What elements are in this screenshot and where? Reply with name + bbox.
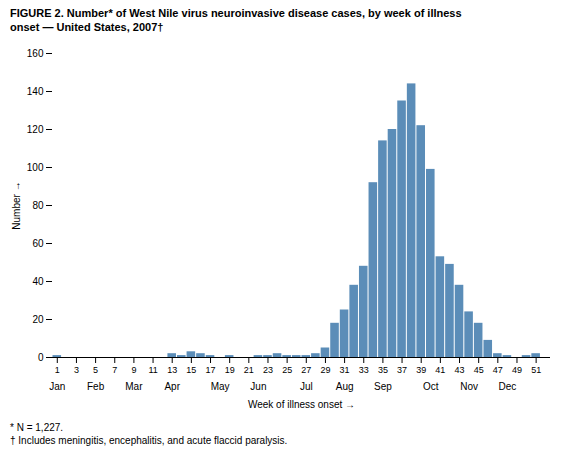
svg-text:29: 29: [320, 364, 330, 374]
svg-text:19: 19: [225, 364, 235, 374]
svg-text:Dec: Dec: [499, 380, 517, 391]
svg-text:7: 7: [112, 364, 117, 374]
svg-text:Jul: Jul: [300, 380, 313, 391]
svg-text:40: 40: [32, 275, 44, 286]
svg-text:45: 45: [474, 364, 484, 374]
svg-text:1: 1: [55, 364, 60, 374]
svg-text:80: 80: [32, 199, 44, 210]
svg-text:41: 41: [435, 364, 445, 374]
svg-text:160: 160: [27, 47, 44, 58]
svg-text:20: 20: [32, 313, 44, 324]
svg-text:Oct: Oct: [423, 380, 439, 391]
svg-text:140: 140: [27, 85, 44, 96]
svg-text:17: 17: [206, 364, 216, 374]
svg-text:39: 39: [416, 364, 426, 374]
svg-text:Feb: Feb: [87, 380, 105, 391]
html-text:* N = 1,227.: * N = 1,227.: [10, 421, 64, 433]
svg-text:Aug: Aug: [336, 380, 354, 391]
svg-text:21: 21: [244, 364, 254, 374]
svg-text:49: 49: [512, 364, 522, 374]
svg-text:5: 5: [93, 364, 98, 374]
svg-text:3: 3: [74, 364, 79, 374]
svg-text:9: 9: [131, 364, 136, 374]
html-text:FIGURE 2. Number* of West Nile: FIGURE 2. Number* of West Nile virus neu…: [10, 7, 462, 34]
html-text:† Includes meningitis, encepha: † Includes meningitis, encephalitis, and…: [10, 435, 288, 447]
svg-text:13: 13: [167, 364, 177, 374]
svg-text:Jan: Jan: [49, 380, 65, 391]
svg-text:33: 33: [359, 364, 369, 374]
svg-text:Number →: Number →: [11, 181, 22, 229]
svg-text:27: 27: [301, 364, 311, 374]
svg-text:37: 37: [397, 364, 407, 374]
svg-text:25: 25: [282, 364, 292, 374]
svg-text:Mar: Mar: [125, 380, 143, 391]
svg-text:31: 31: [340, 364, 350, 374]
svg-text:0: 0: [38, 351, 44, 362]
svg-text:May: May: [211, 380, 230, 391]
svg-text:47: 47: [493, 364, 503, 374]
svg-text:11: 11: [148, 364, 157, 374]
svg-text:Sep: Sep: [374, 380, 392, 391]
svg-text:43: 43: [455, 364, 465, 374]
svg-text:Apr: Apr: [164, 380, 180, 391]
svg-text:51: 51: [531, 364, 541, 374]
svg-text:100: 100: [27, 161, 44, 172]
svg-text:120: 120: [27, 123, 44, 134]
svg-text:35: 35: [378, 364, 388, 374]
svg-text:Jun: Jun: [250, 380, 266, 391]
svg-text:23: 23: [263, 364, 273, 374]
svg-text:60: 60: [32, 237, 44, 248]
svg-text:Week of illness onset →: Week of illness onset →: [248, 398, 355, 409]
svg-text:Nov: Nov: [460, 380, 478, 391]
svg-text:15: 15: [186, 364, 196, 374]
